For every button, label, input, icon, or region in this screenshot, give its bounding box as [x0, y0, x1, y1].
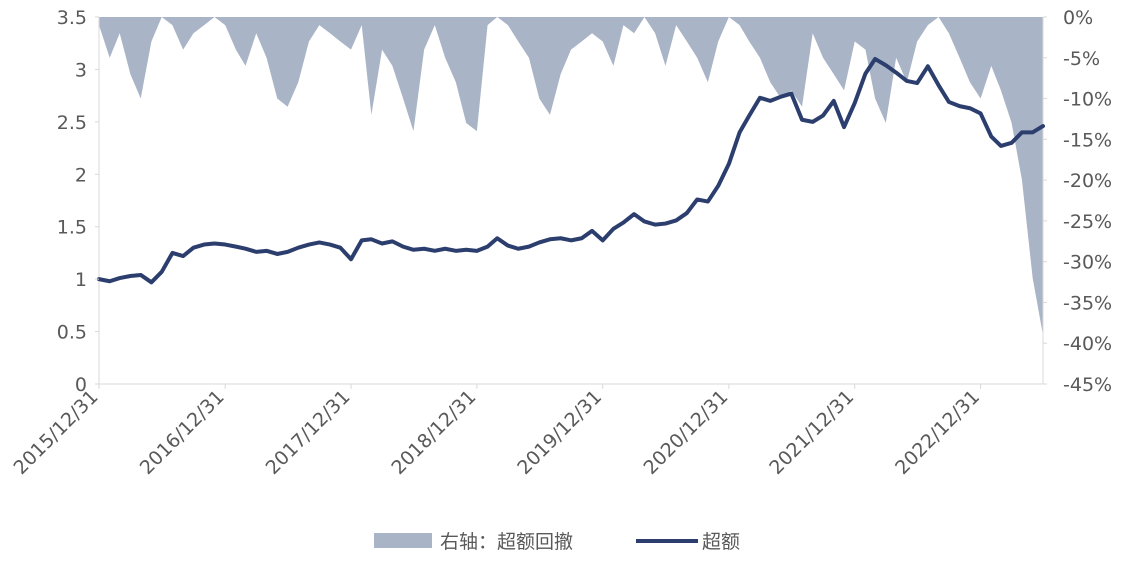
- legend: 右轴：超额回撤 超额: [374, 531, 740, 553]
- right-y-tick-label: -25%: [1063, 211, 1112, 233]
- x-tick-label: 2016/12/31: [136, 386, 229, 479]
- x-tick-label: 2022/12/31: [891, 386, 984, 479]
- right-y-tick-label: -10%: [1063, 89, 1112, 111]
- legend-label-excess: 超额: [702, 531, 740, 553]
- left-y-tick-label: 2.5: [57, 112, 87, 134]
- left-y-tick-label: 1: [75, 269, 87, 291]
- left-y-axis-ticks: 0 0.5 1 1.5 2 2.5 3 3.5: [57, 7, 99, 396]
- drawdown-area-layer: [99, 17, 1043, 336]
- right-y-tick-label: 0%: [1063, 7, 1093, 29]
- right-y-tick-label: -20%: [1063, 170, 1112, 192]
- legend-swatch-drawdown: [374, 533, 432, 548]
- left-y-tick-label: 3: [75, 59, 87, 81]
- axes-layer: [98, 17, 1044, 385]
- left-y-tick-label: 3.5: [57, 7, 87, 29]
- right-y-tick-label: -15%: [1063, 129, 1112, 151]
- x-tick-label: 2020/12/31: [639, 386, 732, 479]
- drawdown-area: [99, 17, 1043, 336]
- right-y-tick-label: -45%: [1063, 374, 1112, 396]
- x-tick-label: 2017/12/31: [262, 386, 355, 479]
- excess-line-layer: [97, 56, 1045, 285]
- excess-line: [97, 56, 1045, 285]
- left-y-tick-label: 0: [75, 374, 87, 396]
- right-y-tick-label: -35%: [1063, 292, 1112, 314]
- right-y-tick-label: -5%: [1063, 48, 1100, 70]
- left-y-tick-label: 2: [75, 164, 87, 186]
- right-y-axis-ticks: 0% -5% -10% -15% -20% -25% -30% -35% -40% -45%: [1043, 7, 1112, 396]
- x-tick-label: 2019/12/31: [513, 386, 606, 479]
- x-axis-ticks: 2015/12/31 2016/12/31 2017/12/31 2018/12/31…: [10, 384, 984, 479]
- right-y-tick-label: -40%: [1063, 333, 1112, 355]
- left-y-tick-label: 0.5: [57, 322, 87, 344]
- x-tick-label: 2015/12/31: [10, 386, 103, 479]
- legend-label-drawdown: 右轴：超额回撤: [440, 531, 573, 553]
- left-y-tick-label: 1.5: [57, 217, 87, 239]
- x-tick-label: 2018/12/31: [387, 386, 480, 479]
- x-tick-label: 2021/12/31: [765, 386, 858, 479]
- right-y-tick-label: -30%: [1063, 252, 1112, 274]
